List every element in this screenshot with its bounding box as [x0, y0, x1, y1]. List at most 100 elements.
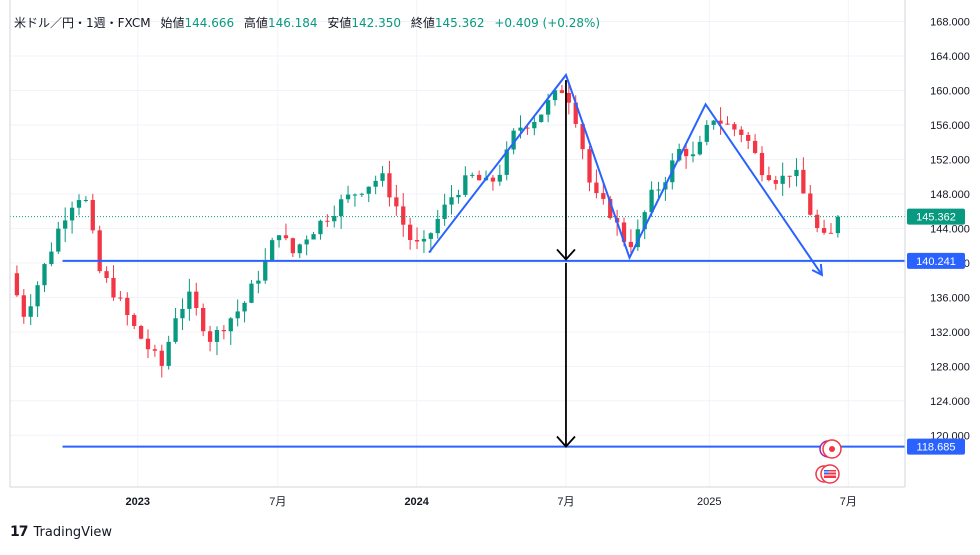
close-value: 145.362: [434, 16, 485, 30]
candle-body: [228, 318, 233, 332]
candle-body: [580, 123, 585, 150]
price-label-text: 118.685: [917, 442, 956, 454]
candle-body: [166, 341, 171, 366]
candle-body: [270, 240, 275, 261]
symbol-label[interactable]: 米ドル／円・1週・FXCM: [14, 16, 151, 30]
candle-body: [401, 206, 406, 225]
us-event-icon[interactable]: [815, 464, 840, 484]
y-tick-label: 148.000: [930, 189, 970, 201]
candle-body: [690, 154, 696, 157]
y-tick-label: 128.000: [930, 361, 970, 373]
candle-body: [318, 220, 323, 235]
candle-body: [263, 260, 268, 281]
tradingview-logo-icon: 17: [10, 524, 29, 540]
price-label-bg: [907, 438, 965, 455]
candle-body: [587, 149, 592, 183]
candle-body: [504, 149, 509, 175]
jp-event-icon[interactable]: [819, 439, 842, 459]
candle-body: [704, 124, 709, 142]
trend-path-line: [428, 72, 823, 276]
tradingview-logo[interactable]: 17 TradingView: [10, 524, 112, 540]
candle-body: [366, 186, 371, 194]
candle-body: [725, 123, 730, 125]
candle-body: [787, 175, 792, 177]
candle-body: [283, 235, 289, 239]
candle-body: [373, 180, 378, 187]
candle-body: [332, 215, 337, 222]
candle-body: [656, 189, 661, 191]
low-value: 142.350: [351, 16, 402, 30]
price-label-bg: [907, 208, 965, 225]
candle-body: [83, 200, 89, 202]
trend-arrow-head: [811, 263, 824, 277]
candle-body: [14, 273, 20, 296]
candle-body: [532, 121, 537, 129]
candle-body: [394, 197, 399, 207]
candle-body: [256, 280, 261, 284]
candle-body: [635, 229, 640, 248]
candle-body: [63, 220, 68, 229]
candle-body: [242, 302, 247, 312]
open-value: 144.666: [184, 16, 235, 30]
drawing-layer[interactable]: [62, 72, 905, 448]
candle-body: [180, 308, 185, 319]
candle-layer: [10, 82, 905, 378]
candle-body: [421, 238, 427, 242]
candle-body: [821, 228, 827, 233]
candle-body: [104, 271, 109, 278]
candle-body: [732, 124, 737, 130]
candle-body: [835, 216, 841, 234]
price-label-text: 140.241: [916, 256, 956, 268]
y-tick-label: 164.000: [930, 51, 970, 63]
candle-body: [711, 120, 716, 125]
candle-body: [815, 214, 820, 229]
candle-body: [221, 330, 227, 332]
candle-body: [35, 285, 40, 307]
event-icons[interactable]: [815, 439, 842, 484]
candle-body: [76, 200, 82, 208]
candle-body: [642, 212, 647, 230]
candle-body: [311, 234, 316, 240]
candle-body: [69, 207, 75, 221]
candle-body: [152, 349, 158, 351]
x-tick-label: 2025: [697, 496, 721, 508]
candle-body: [214, 330, 220, 342]
candle-body: [297, 244, 302, 254]
candle-body: [463, 175, 468, 195]
candle-body: [118, 297, 123, 299]
candle-body: [780, 175, 785, 184]
candle-body: [628, 241, 634, 248]
x-tick-label: 7月: [269, 496, 286, 508]
candle-body: [552, 90, 558, 101]
candle-body: [511, 130, 516, 150]
candle-body: [304, 239, 309, 245]
candle-body: [470, 174, 475, 176]
x-tick-label: 7月: [557, 496, 574, 508]
candle-body: [194, 291, 199, 308]
projection-arrow-head: [556, 248, 576, 261]
y-tick-label: 136.000: [930, 292, 970, 304]
candle-body: [539, 114, 544, 122]
candle-body: [490, 177, 496, 182]
projection-arrow-head: [556, 435, 576, 448]
candle-body: [90, 200, 95, 231]
x-tick-label: 2024: [404, 496, 429, 508]
candle-body: [97, 230, 102, 272]
candle-body: [387, 173, 392, 198]
change-value: +0.409 (+0.28%): [494, 16, 601, 30]
y-tick-label: 124.000: [930, 396, 970, 408]
high-label: 高値: [243, 16, 268, 30]
candle-body: [276, 235, 282, 241]
candle-body: [752, 140, 758, 153]
candle-body: [345, 194, 351, 200]
candle-body: [759, 152, 765, 176]
candle-body: [145, 338, 151, 350]
candle-body: [608, 198, 613, 218]
candle-body: [683, 148, 689, 157]
candle-body: [801, 169, 806, 194]
candle-body: [828, 232, 834, 234]
candle-body: [545, 100, 551, 115]
candle-body: [456, 194, 461, 198]
